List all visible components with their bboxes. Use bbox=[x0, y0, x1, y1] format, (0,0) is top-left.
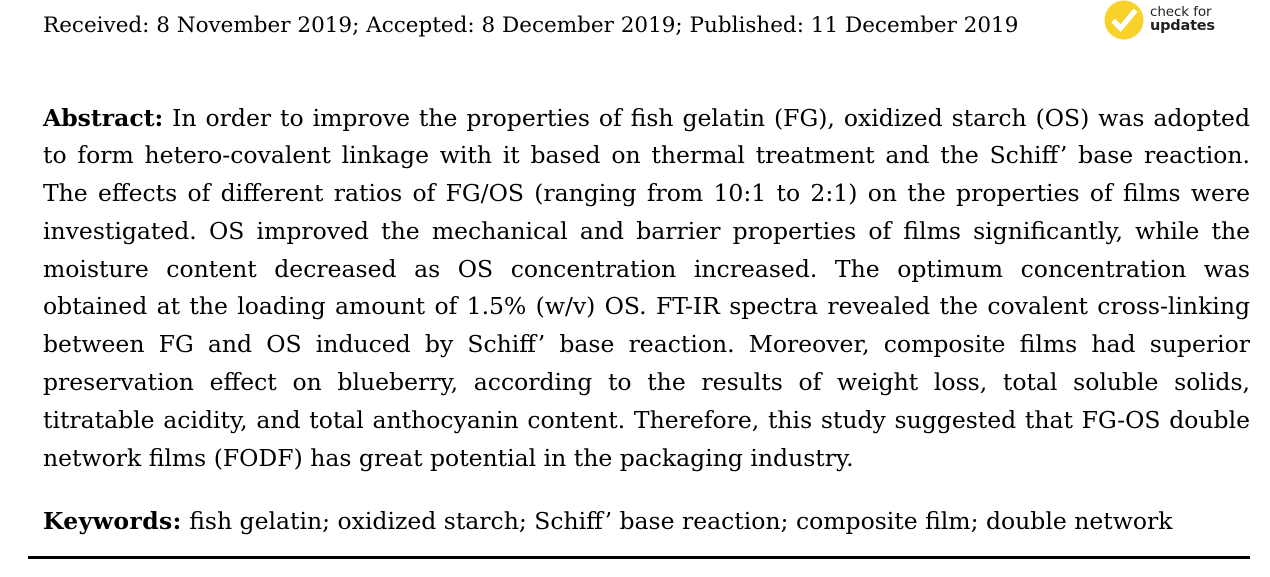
abstract-text: In order to improve the properties of fi… bbox=[43, 103, 1250, 472]
badge-text-group: check for updates bbox=[1150, 5, 1215, 34]
keywords-text: fish gelatin; oxidized starch; Schiff’ b… bbox=[181, 506, 1173, 535]
check-circle-icon bbox=[1104, 0, 1144, 40]
check-for-updates-badge[interactable]: check for updates bbox=[1104, 0, 1254, 40]
footer-divider bbox=[28, 556, 1250, 559]
badge-label-updates: updates bbox=[1150, 18, 1215, 35]
keywords-paragraph: Keywords: fish gelatin; oxidized starch;… bbox=[43, 503, 1250, 541]
abstract-paragraph: Abstract: In order to improve the proper… bbox=[43, 100, 1250, 478]
publication-history-line: Received: 8 November 2019; Accepted: 8 D… bbox=[43, 13, 1019, 38]
badge-label-check-for: check for bbox=[1150, 4, 1212, 21]
keywords-label: Keywords: bbox=[43, 506, 182, 535]
abstract-label: Abstract: bbox=[43, 103, 164, 132]
